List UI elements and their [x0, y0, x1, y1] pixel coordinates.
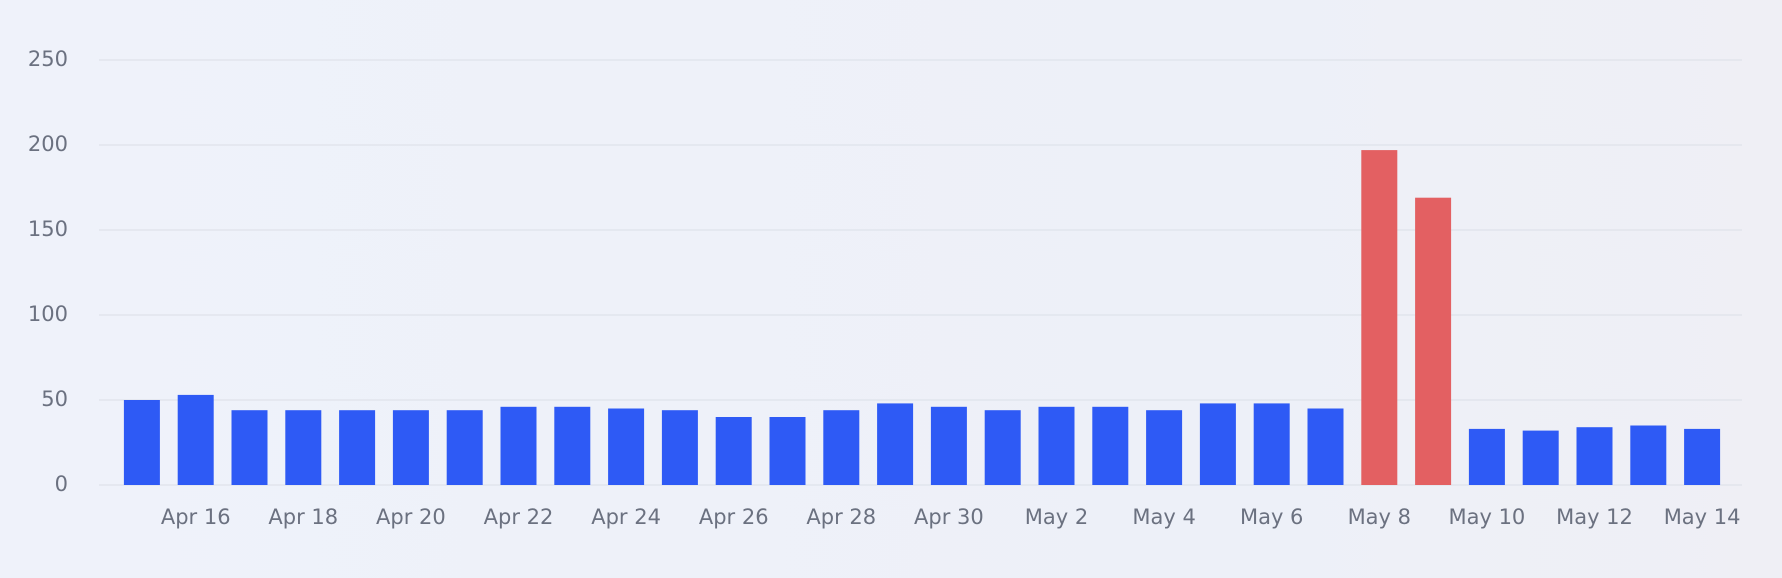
- x-tick-label: May 8: [1348, 505, 1411, 529]
- x-tick-label: May 14: [1664, 505, 1741, 529]
- bar: [1307, 408, 1344, 485]
- bar: [1684, 428, 1721, 485]
- bar: [877, 403, 914, 485]
- y-tick-label: 200: [28, 132, 68, 156]
- bar: [339, 410, 376, 485]
- y-tick-label: 100: [28, 302, 68, 326]
- bar: [285, 410, 322, 485]
- bar: [1199, 403, 1236, 485]
- y-tick-label: 250: [28, 47, 68, 71]
- bar: [1522, 430, 1559, 485]
- bar: [715, 417, 752, 485]
- bar: [500, 406, 537, 485]
- bar: [177, 394, 214, 485]
- bar: [1630, 425, 1667, 485]
- bar: [661, 410, 698, 485]
- bar: [554, 406, 591, 485]
- y-tick-label: 150: [28, 217, 68, 241]
- bar: [231, 410, 268, 485]
- x-tick-label: Apr 20: [376, 505, 446, 529]
- bar: [1146, 410, 1183, 485]
- bar: [1092, 406, 1129, 485]
- bar: [123, 400, 160, 485]
- bar: [1576, 427, 1613, 485]
- bar: [930, 406, 967, 485]
- x-tick-label: Apr 26: [699, 505, 769, 529]
- x-tick-label: Apr 30: [914, 505, 984, 529]
- x-tick-label: May 10: [1448, 505, 1525, 529]
- bar: [984, 410, 1021, 485]
- bar: [1468, 428, 1505, 485]
- bar: [1253, 403, 1290, 485]
- x-tick-label: Apr 18: [268, 505, 338, 529]
- bar: [608, 408, 645, 485]
- y-tick-label: 0: [55, 472, 68, 496]
- bar: [392, 410, 429, 485]
- y-tick-label: 50: [41, 387, 68, 411]
- bar: [1038, 406, 1075, 485]
- x-tick-label: May 4: [1132, 505, 1195, 529]
- x-tick-label: May 6: [1240, 505, 1303, 529]
- bar: [1415, 197, 1452, 485]
- bar: [769, 417, 806, 485]
- x-tick-label: May 2: [1025, 505, 1088, 529]
- bar: [1361, 150, 1398, 485]
- x-tick-label: Apr 28: [806, 505, 876, 529]
- bar: [823, 410, 860, 485]
- bar: [446, 410, 483, 485]
- x-tick-label: May 12: [1556, 505, 1633, 529]
- x-tick-label: Apr 22: [484, 505, 554, 529]
- x-tick-label: Apr 24: [591, 505, 661, 529]
- x-tick-label: Apr 16: [161, 505, 231, 529]
